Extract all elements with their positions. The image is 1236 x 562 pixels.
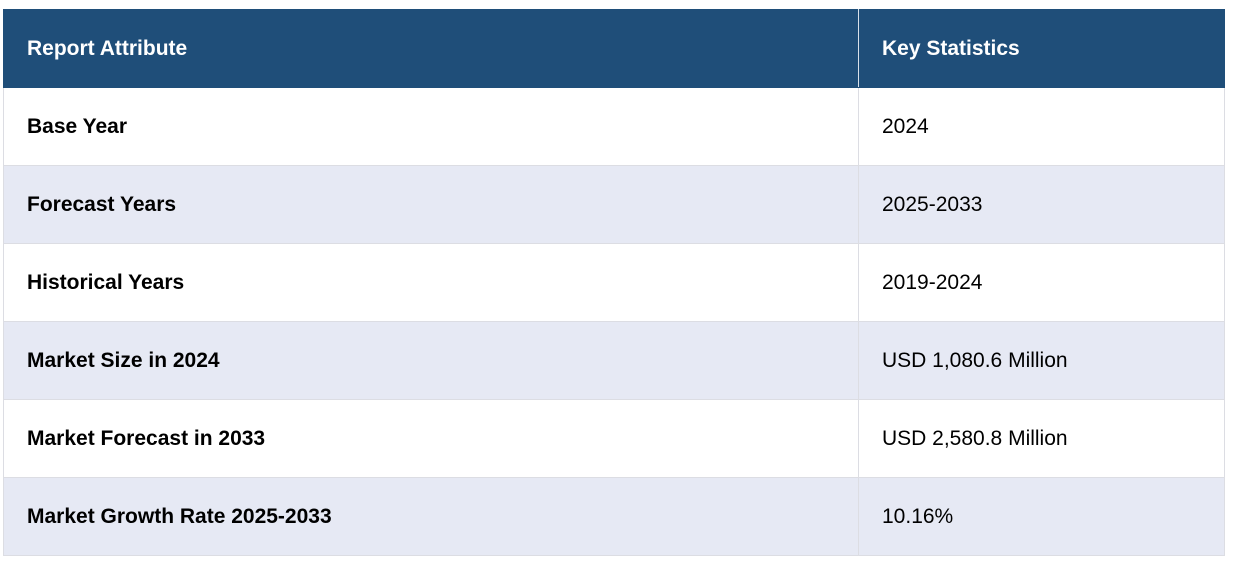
table-row: Market Growth Rate 2025-2033 10.16% <box>3 477 1225 556</box>
row-value-base-year: 2024 <box>858 87 1225 166</box>
row-value-forecast-years: 2025-2033 <box>858 165 1225 244</box>
row-attribute-market-forecast: Market Forecast in 2033 <box>3 399 859 478</box>
table-row: Base Year 2024 <box>3 87 1225 166</box>
row-attribute-historical-years: Historical Years <box>3 243 859 322</box>
row-value-growth-rate: 10.16% <box>858 477 1225 556</box>
row-attribute-forecast-years: Forecast Years <box>3 165 859 244</box>
report-statistics-table: Report Attribute Key Statistics Base Yea… <box>3 9 1225 556</box>
row-attribute-base-year: Base Year <box>3 87 859 166</box>
report-table-container: Report Attribute Key Statistics Base Yea… <box>3 9 1225 556</box>
table-row: Forecast Years 2025-2033 <box>3 165 1225 244</box>
table-header-row: Report Attribute Key Statistics <box>3 9 1225 88</box>
header-key-statistics: Key Statistics <box>858 9 1225 88</box>
row-value-historical-years: 2019-2024 <box>858 243 1225 322</box>
row-attribute-growth-rate: Market Growth Rate 2025-2033 <box>3 477 859 556</box>
row-attribute-market-size: Market Size in 2024 <box>3 321 859 400</box>
row-value-market-forecast: USD 2,580.8 Million <box>858 399 1225 478</box>
table-row: Market Forecast in 2033 USD 2,580.8 Mill… <box>3 399 1225 478</box>
row-value-market-size: USD 1,080.6 Million <box>858 321 1225 400</box>
header-report-attribute: Report Attribute <box>3 9 859 88</box>
table-row: Market Size in 2024 USD 1,080.6 Million <box>3 321 1225 400</box>
table-row: Historical Years 2019-2024 <box>3 243 1225 322</box>
